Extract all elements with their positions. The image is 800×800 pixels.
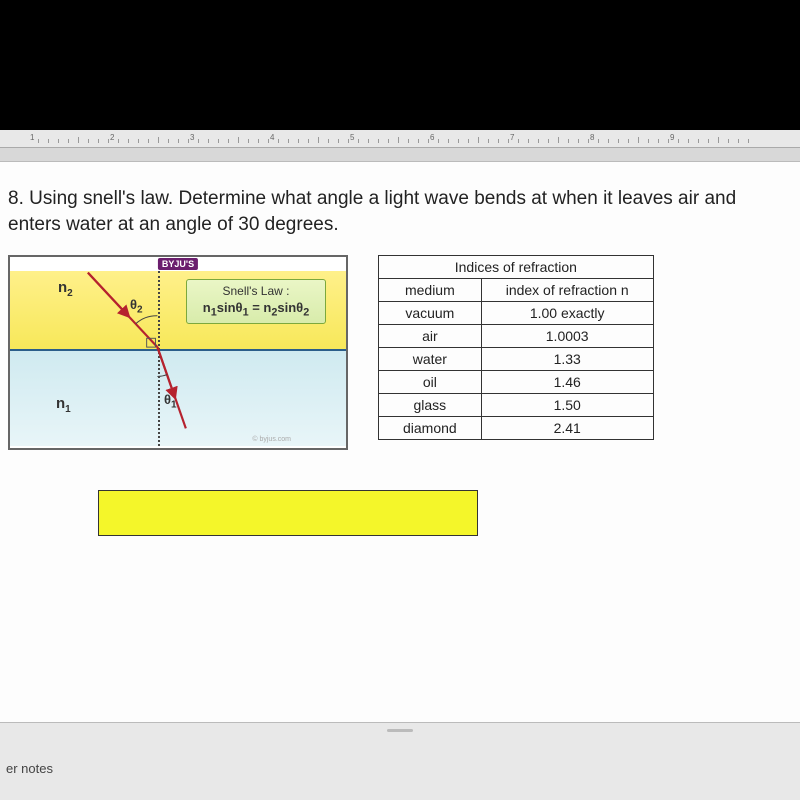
interface-line	[10, 349, 346, 351]
notes-panel: er notes	[0, 722, 800, 800]
drag-handle-icon[interactable]	[387, 729, 413, 732]
table-header-row: medium index of refraction n	[379, 279, 654, 302]
table-row: diamond2.41	[379, 417, 654, 440]
answer-input-box[interactable]	[98, 490, 478, 536]
table-row: vacuum1.00 exactly	[379, 302, 654, 325]
tiny-watermark: © byjus.com	[252, 436, 291, 443]
col-medium: medium	[379, 279, 482, 302]
gray-separator	[0, 148, 800, 162]
col-index: index of refraction n	[481, 279, 653, 302]
label-n2: n2	[58, 279, 73, 299]
ruler-number: 5	[350, 133, 354, 142]
ruler: 1 2 3 4 5 6 7 8 9	[0, 130, 800, 148]
normal-line	[158, 271, 160, 446]
ruler-number: 6	[430, 133, 434, 142]
refraction-table-wrap: Indices of refraction medium index of re…	[378, 255, 654, 440]
snell-diagram: BYJU'S n2	[8, 255, 348, 450]
ruler-number: 9	[670, 133, 674, 142]
ruler-number: 1	[30, 133, 34, 142]
table-row: water1.33	[379, 348, 654, 371]
ruler-number: 2	[110, 133, 114, 142]
table-row: oil1.46	[379, 371, 654, 394]
table-row: air1.0003	[379, 325, 654, 348]
label-theta1: θ1	[164, 392, 177, 411]
table-row: glass1.50	[379, 394, 654, 417]
refraction-table: Indices of refraction medium index of re…	[378, 255, 654, 440]
figure-row: BYJU'S n2	[8, 255, 792, 450]
notes-label: er notes	[6, 761, 53, 776]
question-text: 8. Using snell's law. Determine what ang…	[8, 186, 792, 237]
ruler-number: 7	[510, 133, 514, 142]
byjus-watermark: BYJU'S	[158, 258, 198, 270]
table-title: Indices of refraction	[379, 256, 654, 279]
ruler-number: 3	[190, 133, 194, 142]
snell-law-box: Snell's Law : n1sinθ1 = n2sinθ2	[186, 279, 326, 324]
top-black-bar	[0, 0, 800, 130]
ruler-number: 8	[590, 133, 594, 142]
snell-equation: n1sinθ1 = n2sinθ2	[191, 300, 321, 319]
document-page: 8. Using snell's law. Determine what ang…	[0, 162, 800, 722]
label-n1: n1	[56, 395, 71, 415]
snell-title: Snell's Law :	[191, 284, 321, 298]
ruler-number: 4	[270, 133, 274, 142]
label-theta2: θ2	[130, 297, 143, 316]
